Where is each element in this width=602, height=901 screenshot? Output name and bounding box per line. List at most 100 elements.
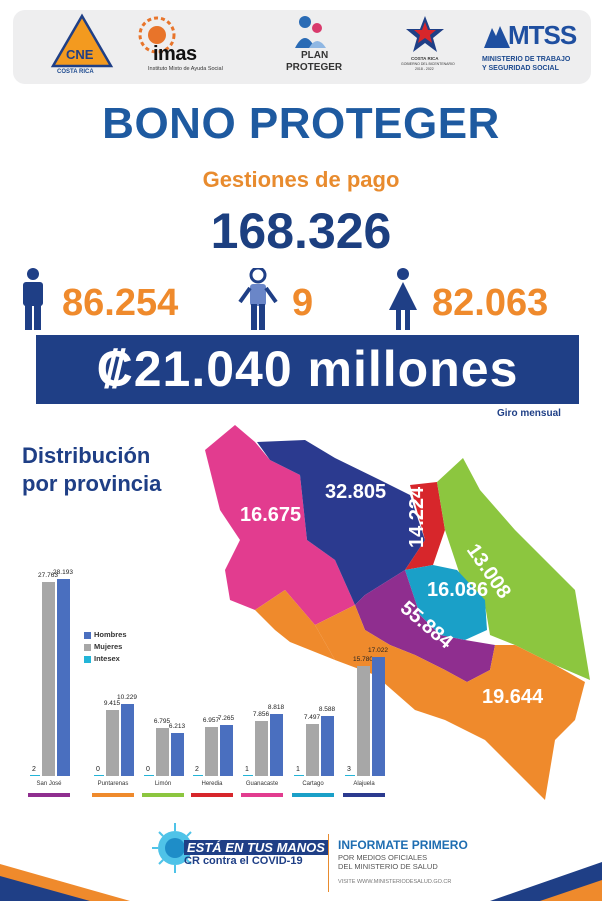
category-label: Puntarenas [97,781,129,787]
map-puntarenas [315,605,585,800]
mtss-abbr: MTSS [508,20,577,50]
cne-country: COSTA RICA [57,69,94,75]
footer-right-stripe [490,862,602,901]
bar-intersex [30,775,40,776]
intersex-value-label: 1 [296,766,300,773]
hombres-value-label: 8.818 [267,704,285,712]
category-color-strip [142,793,184,797]
map-label-heredia: 14.224 [406,486,428,548]
category-label: Guanacaste [245,781,279,787]
map-cartago [355,570,495,682]
bar-hombres [121,704,134,776]
mujeres-value-label: 15.780 [353,655,373,663]
footer-info-line1: POR MEDIOS OFICIALES [338,853,428,862]
bar-mujeres [205,727,218,776]
imas-abbr: imas [153,43,197,65]
imas-sun-icon [138,16,176,54]
category-color-strip [191,793,233,797]
footer-manos: ESTÁ EN TUS MANOS [184,840,328,855]
amount-note: Giro mensual [497,408,561,419]
logo-band: CNE COSTA RICA imas Instituto Mixto de A… [13,10,591,84]
subtitle: Gestiones de pago [202,167,400,192]
bar-intersex [294,775,304,776]
category-color-strip [28,793,70,797]
intersex-value-label: 0 [146,766,150,773]
bar-intersex [193,775,203,776]
bar-hombres [171,732,184,776]
map-limon [437,458,590,680]
legend-label-intersex: Intesex [94,654,120,663]
hombres-value-label: 8.588 [318,705,336,713]
mujeres-value-label: 9.415 [103,700,121,708]
man-icon [23,268,43,330]
mtss-hands-icon [484,26,510,48]
mtss-logo: MTSS MINISTERIO DE TRABAJO Y SEGURIDAD S… [480,10,580,84]
bar-mujeres [306,723,319,776]
mtss-line1: MINISTERIO DE TRABAJO [482,56,571,63]
map-label-alajuela: 32.805 [325,481,387,503]
hombres-value-label: 6.213 [168,722,186,730]
bar-mujeres [156,728,169,776]
footer-divider [328,834,329,892]
men-count: 86.254 [62,282,179,324]
woman-icon [389,268,417,330]
legend-swatch-hombres [84,631,91,639]
bar-hombres [321,715,334,776]
mujeres-value-label: 7.497 [303,713,321,721]
bar-mujeres [42,581,55,776]
map-alajuela [257,440,425,605]
virus-icon [152,823,198,873]
intersex-value-label: 0 [96,766,100,773]
map-label-puntarenas: 19.644 [482,686,544,708]
plan-proteger-logo: PLAN PROTEGER [275,10,345,84]
hombres-value-label: 7.265 [217,715,235,723]
map-heredia [405,482,445,570]
intersex-value-label: 3 [347,766,351,773]
gobierno-line1: COSTA RICA [411,56,439,61]
star-icon [406,16,444,52]
legend-swatch-mujeres [84,643,91,651]
category-label: Cartago [302,781,324,787]
intersex-icon [238,268,278,330]
footer-web: VISITE WWW.MINISTERIODESALUD.GO.CR [338,879,452,885]
mujeres-value-label: 27.763 [38,571,58,579]
bar-intersex [144,775,154,776]
category-label: San José [36,781,62,787]
legend-intersex: Intesex [84,654,120,663]
bar-mujeres [357,665,370,776]
category-label: Heredia [201,781,223,787]
bar-hombres [372,656,385,776]
category-color-strip [92,793,134,797]
imas-logo: imas Instituto Mixto de Ayuda Social [133,10,243,84]
cne-triangle-icon [50,13,114,68]
map-nicoya [255,590,335,660]
map-label-sanjose: 16.086 [427,579,489,601]
hombres-value-label: 17.022 [368,646,388,654]
bar-mujeres [255,721,268,776]
category-color-strip [343,793,385,797]
map-sanjose [405,565,487,640]
hombres-value-label: 28.193 [53,568,73,576]
page-title: BONO PROTEGER [102,99,500,148]
distribution-title: Distribución por provincia [22,442,161,498]
category-label: Alajuela [353,781,375,787]
intersex-value-label: 1 [245,766,249,773]
women-count: 82.063 [432,282,549,324]
footer-covid: CR contra el COVID-19 [184,855,303,867]
distribution-title-line1: Distribución [22,443,151,468]
intersex-value-label: 2 [195,766,199,773]
legend-label-hombres: Hombres [94,630,127,639]
footer-info-title: INFORMATE PRIMERO [338,838,468,852]
map-label-guanacaste: 16.675 [240,504,302,526]
legend-swatch-intersex [84,655,91,663]
legend-mujeres: Mujeres [84,642,122,651]
bar-intersex [94,775,104,776]
family-icon [295,16,326,48]
category-label: Limón [154,781,172,787]
gobierno-logo: COSTA RICA GOBIERNO DEL BICENTENARIO 201… [395,10,455,84]
plan-line2: PROTEGER [286,62,343,73]
cne-abbr: CNE [66,47,94,62]
cne-logo: CNE COSTA RICA [47,10,117,84]
distribution-title-line2: por provincia [22,471,162,496]
category-color-strip [292,793,334,797]
